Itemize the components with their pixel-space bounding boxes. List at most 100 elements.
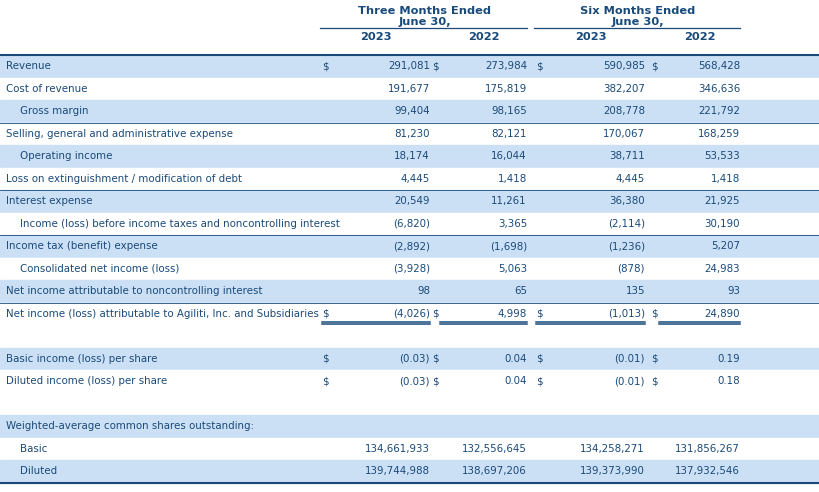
Text: Revenue: Revenue bbox=[6, 61, 51, 71]
Bar bbox=[0, 347, 819, 370]
Text: $: $ bbox=[651, 61, 658, 71]
Text: $: $ bbox=[536, 309, 543, 319]
Text: 139,744,988: 139,744,988 bbox=[365, 466, 430, 476]
Text: 568,428: 568,428 bbox=[698, 61, 740, 71]
Bar bbox=[0, 167, 819, 190]
Text: Cost of revenue: Cost of revenue bbox=[6, 84, 88, 94]
Text: 170,067: 170,067 bbox=[603, 129, 645, 139]
Text: 24,890: 24,890 bbox=[704, 309, 740, 319]
Text: 590,985: 590,985 bbox=[603, 61, 645, 71]
Text: Net income attributable to noncontrolling interest: Net income attributable to noncontrollin… bbox=[6, 286, 263, 296]
Bar bbox=[0, 280, 819, 303]
Text: 3,365: 3,365 bbox=[498, 219, 527, 229]
Text: $: $ bbox=[536, 61, 543, 71]
Text: 5,207: 5,207 bbox=[711, 241, 740, 251]
Bar bbox=[0, 78, 819, 100]
Text: 291,081: 291,081 bbox=[388, 61, 430, 71]
Text: 4,445: 4,445 bbox=[400, 174, 430, 184]
Text: (2,892): (2,892) bbox=[393, 241, 430, 251]
Text: (6,820): (6,820) bbox=[393, 219, 430, 229]
Text: Loss on extinguishment / modification of debt: Loss on extinguishment / modification of… bbox=[6, 174, 242, 184]
Text: June 30,: June 30, bbox=[612, 17, 664, 27]
Bar bbox=[0, 460, 819, 483]
Text: 1,418: 1,418 bbox=[498, 174, 527, 184]
Bar bbox=[0, 303, 819, 325]
Text: $: $ bbox=[322, 61, 328, 71]
Text: (878): (878) bbox=[618, 264, 645, 274]
Text: 135: 135 bbox=[626, 286, 645, 296]
Text: $: $ bbox=[432, 61, 439, 71]
Text: 137,932,546: 137,932,546 bbox=[675, 466, 740, 476]
Text: 11,261: 11,261 bbox=[491, 196, 527, 206]
Text: 2023: 2023 bbox=[360, 32, 391, 42]
Text: 5,063: 5,063 bbox=[498, 264, 527, 274]
Text: 99,404: 99,404 bbox=[395, 106, 430, 116]
Bar bbox=[0, 213, 819, 235]
Text: 132,556,645: 132,556,645 bbox=[462, 444, 527, 454]
Text: (0.03): (0.03) bbox=[400, 354, 430, 364]
Text: 175,819: 175,819 bbox=[485, 84, 527, 94]
Text: 38,711: 38,711 bbox=[609, 151, 645, 161]
Text: June 30,: June 30, bbox=[398, 17, 450, 27]
Text: 30,190: 30,190 bbox=[704, 219, 740, 229]
Text: 134,258,271: 134,258,271 bbox=[580, 444, 645, 454]
Text: (2,114): (2,114) bbox=[608, 219, 645, 229]
Text: (0.03): (0.03) bbox=[400, 376, 430, 386]
Text: $: $ bbox=[432, 354, 439, 364]
Bar bbox=[0, 123, 819, 145]
Text: 2022: 2022 bbox=[468, 32, 500, 42]
Text: (1,013): (1,013) bbox=[608, 309, 645, 319]
Text: Interest expense: Interest expense bbox=[6, 196, 93, 206]
Text: 4,445: 4,445 bbox=[616, 174, 645, 184]
Text: Diluted income (loss) per share: Diluted income (loss) per share bbox=[6, 376, 167, 386]
Text: Three Months Ended: Three Months Ended bbox=[358, 6, 491, 16]
Bar bbox=[0, 325, 819, 347]
Text: Gross margin: Gross margin bbox=[20, 106, 88, 116]
Text: (3,928): (3,928) bbox=[393, 264, 430, 274]
Bar bbox=[0, 415, 819, 437]
Text: 20,549: 20,549 bbox=[395, 196, 430, 206]
Text: 65: 65 bbox=[514, 286, 527, 296]
Text: 2022: 2022 bbox=[684, 32, 715, 42]
Text: Income (loss) before income taxes and noncontrolling interest: Income (loss) before income taxes and no… bbox=[20, 219, 340, 229]
Bar bbox=[0, 0, 819, 55]
Text: 82,121: 82,121 bbox=[491, 129, 527, 139]
Text: (4,026): (4,026) bbox=[393, 309, 430, 319]
Text: 191,677: 191,677 bbox=[387, 84, 430, 94]
Bar bbox=[0, 145, 819, 167]
Text: $: $ bbox=[651, 354, 658, 364]
Text: 1,418: 1,418 bbox=[711, 174, 740, 184]
Text: $: $ bbox=[432, 376, 439, 386]
Text: 93: 93 bbox=[727, 286, 740, 296]
Text: (1,236): (1,236) bbox=[608, 241, 645, 251]
Bar bbox=[0, 55, 819, 78]
Bar bbox=[0, 437, 819, 460]
Text: Income tax (benefit) expense: Income tax (benefit) expense bbox=[6, 241, 158, 251]
Text: 0.18: 0.18 bbox=[717, 376, 740, 386]
Text: $: $ bbox=[651, 309, 658, 319]
Bar bbox=[0, 370, 819, 393]
Bar bbox=[0, 257, 819, 280]
Bar bbox=[0, 393, 819, 415]
Text: Diluted: Diluted bbox=[20, 466, 57, 476]
Text: 346,636: 346,636 bbox=[698, 84, 740, 94]
Text: $: $ bbox=[322, 354, 328, 364]
Bar bbox=[0, 100, 819, 123]
Text: 208,778: 208,778 bbox=[603, 106, 645, 116]
Text: Selling, general and administrative expense: Selling, general and administrative expe… bbox=[6, 129, 233, 139]
Text: Basic: Basic bbox=[20, 444, 48, 454]
Text: (0.01): (0.01) bbox=[614, 354, 645, 364]
Text: 4,998: 4,998 bbox=[498, 309, 527, 319]
Text: Basic income (loss) per share: Basic income (loss) per share bbox=[6, 354, 157, 364]
Text: 53,533: 53,533 bbox=[704, 151, 740, 161]
Text: $: $ bbox=[432, 309, 439, 319]
Text: 168,259: 168,259 bbox=[698, 129, 740, 139]
Text: 221,792: 221,792 bbox=[698, 106, 740, 116]
Text: Consolidated net income (loss): Consolidated net income (loss) bbox=[20, 264, 179, 274]
Text: 18,174: 18,174 bbox=[394, 151, 430, 161]
Text: 98,165: 98,165 bbox=[491, 106, 527, 116]
Text: 134,661,933: 134,661,933 bbox=[365, 444, 430, 454]
Text: 273,984: 273,984 bbox=[485, 61, 527, 71]
Text: Net income (loss) attributable to Agiliti, Inc. and Subsidiaries: Net income (loss) attributable to Agilit… bbox=[6, 309, 319, 319]
Text: Six Months Ended: Six Months Ended bbox=[581, 6, 695, 16]
